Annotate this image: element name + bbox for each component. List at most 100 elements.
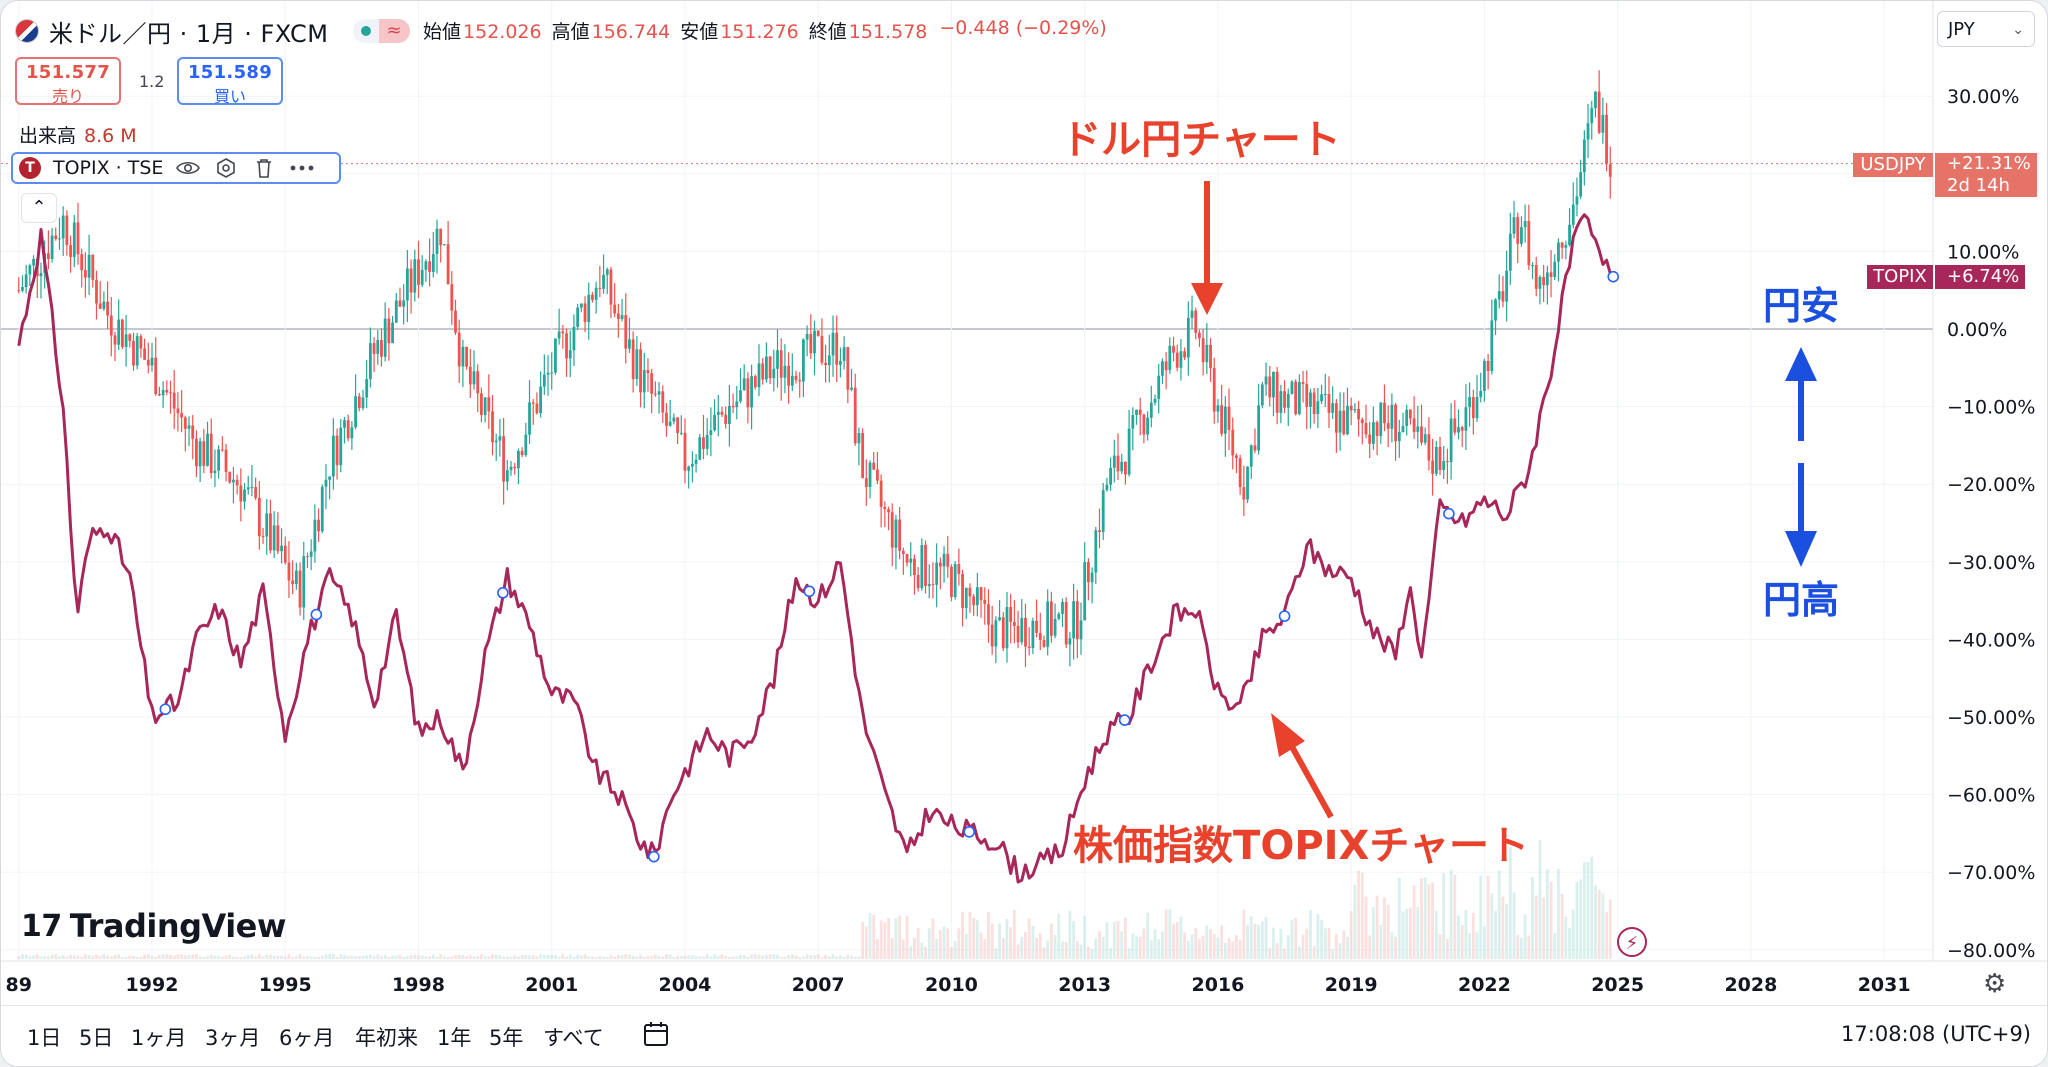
volume-bar	[1364, 896, 1368, 959]
volume-bar	[727, 956, 731, 959]
volume-bar	[1079, 944, 1083, 959]
brand-name: TradingView	[69, 907, 287, 945]
volume-bar	[1186, 940, 1190, 959]
more-icon[interactable]	[289, 157, 315, 179]
volume-bar	[1212, 934, 1216, 959]
volume-bar	[1353, 884, 1357, 959]
usdjpy-candle-body	[916, 574, 920, 589]
x-tick-label: 2031	[1858, 974, 1911, 996]
usdjpy-candle-body	[1175, 352, 1179, 368]
symbol-header[interactable]: 米ドル／円 · 1月 · FXCM ≈	[15, 15, 410, 48]
volume-bar	[461, 955, 465, 959]
timeframe-3m[interactable]: 3ヶ月	[205, 1026, 261, 1050]
volume-bar	[439, 954, 443, 959]
usdjpy-candle-body	[1390, 404, 1394, 429]
buy-button[interactable]: 151.589 買い	[177, 57, 283, 106]
usdjpy-candle-body	[1412, 418, 1416, 432]
settings-icon[interactable]	[213, 157, 239, 179]
volume-bar	[372, 956, 376, 959]
usdjpy-candle-body	[1520, 227, 1523, 244]
usdjpy-candle-body	[472, 371, 476, 385]
volume-bar	[65, 956, 69, 959]
x-tick-label: 2007	[792, 974, 845, 996]
eye-icon[interactable]	[175, 157, 201, 179]
volume-bar	[983, 939, 987, 959]
volume-bar	[1272, 927, 1275, 959]
sell-button[interactable]: 151.577 売り	[15, 57, 121, 106]
volume-bar	[787, 955, 791, 959]
high-label: 高値	[551, 21, 590, 43]
usdjpy-candle-body	[591, 294, 594, 300]
usdjpy-candle-body	[254, 487, 258, 498]
symbol-title[interactable]: 米ドル／円 · 1月 · FXCM	[49, 19, 329, 48]
usdjpy-candle-body	[1442, 461, 1446, 470]
trash-icon[interactable]	[251, 157, 277, 179]
volume-bar	[1035, 937, 1038, 959]
usdjpy-candle-body	[368, 343, 372, 380]
usdjpy-candle-body	[1453, 418, 1457, 433]
usdjpy-candle-body	[1486, 360, 1490, 372]
volume-bar	[887, 917, 890, 959]
volume-bar	[1423, 877, 1427, 959]
market-status-pill[interactable]: ≈	[352, 19, 410, 43]
volume-bar	[783, 956, 787, 959]
usdjpy-candle-body	[217, 449, 221, 471]
usdjpy-candle-body	[287, 562, 291, 581]
currency-select[interactable]: JPY ⌄	[1937, 11, 2035, 47]
volume-bar	[1246, 924, 1249, 959]
volume-legend[interactable]: 出来高 8.6 M	[19, 121, 137, 148]
collapse-legend-button[interactable]: ⌃	[21, 193, 57, 223]
calendar-icon[interactable]	[641, 1018, 673, 1050]
timeframe-5d[interactable]: 5日	[79, 1026, 114, 1050]
volume-bar	[1434, 910, 1438, 959]
usdjpy-candle-body	[1497, 291, 1501, 300]
timeframe-all[interactable]: すべて	[543, 1026, 604, 1050]
timeframe-ytd[interactable]: 年初来	[355, 1026, 418, 1050]
usdjpy-candle-body	[731, 405, 735, 408]
compare-symbol-legend[interactable]: T TOPIX · TSE	[11, 152, 341, 184]
volume-bar	[98, 955, 102, 959]
x-tick-label: 1998	[392, 974, 445, 996]
volume-bar	[657, 955, 661, 959]
volume-bar	[180, 954, 184, 959]
buy-label: 買い	[213, 87, 246, 106]
chart-canvas[interactable]: 30.00%20.00%10.00%0.00%−10.00%−20.00%−30…	[1, 1, 2047, 1005]
volume-bar	[1457, 915, 1460, 959]
volume-bar	[1138, 936, 1142, 959]
timeframe-5y[interactable]: 5年	[489, 1026, 524, 1050]
axis-settings-gear-icon[interactable]: ⚙	[1983, 969, 2007, 999]
volume-bar	[1338, 943, 1342, 959]
usdjpy-candle-body	[709, 430, 713, 435]
volume-bar	[720, 954, 724, 959]
volume-bar	[724, 956, 728, 959]
volume-bar	[994, 948, 998, 959]
usdjpy-candle-body	[1434, 446, 1438, 474]
volume-bar	[498, 955, 502, 959]
usdjpy-candle-body	[246, 487, 250, 490]
timeframe-1y[interactable]: 1年	[437, 1026, 472, 1050]
volume-bar	[1201, 935, 1205, 959]
usdjpy-candle-body	[169, 392, 172, 394]
usdjpy-candle-body	[864, 478, 868, 488]
low-value: 151.276	[720, 21, 799, 43]
volume-bar	[1368, 935, 1372, 959]
volume-bar	[1094, 938, 1098, 959]
timeframe-1m[interactable]: 1ヶ月	[131, 1026, 187, 1050]
timeframe-6m[interactable]: 6ヶ月	[279, 1026, 335, 1050]
usdjpy-candle-body	[1564, 245, 1568, 248]
volume-bar	[380, 956, 383, 959]
volume-bar	[83, 954, 87, 959]
lightning-icon[interactable]: ⚡	[1617, 927, 1647, 957]
close-value: 151.578	[848, 21, 928, 43]
clock-timezone[interactable]: 17:08:08 (UTC+9)	[1841, 1022, 2031, 1046]
usdjpy-candle-body	[1257, 405, 1261, 451]
tradingview-logo[interactable]: 𝟭𝟳 TradingView	[21, 907, 286, 945]
volume-bar	[1027, 918, 1031, 959]
timeframe-1d[interactable]: 1日	[27, 1026, 62, 1050]
volume-bar	[357, 956, 361, 959]
usdjpy-candle-body	[1016, 625, 1020, 643]
usdjpy-candle-body	[650, 373, 654, 394]
usdjpy-candle-body	[1575, 196, 1579, 205]
volume-bar	[176, 954, 180, 959]
usdjpy-candle-body	[1194, 310, 1198, 333]
